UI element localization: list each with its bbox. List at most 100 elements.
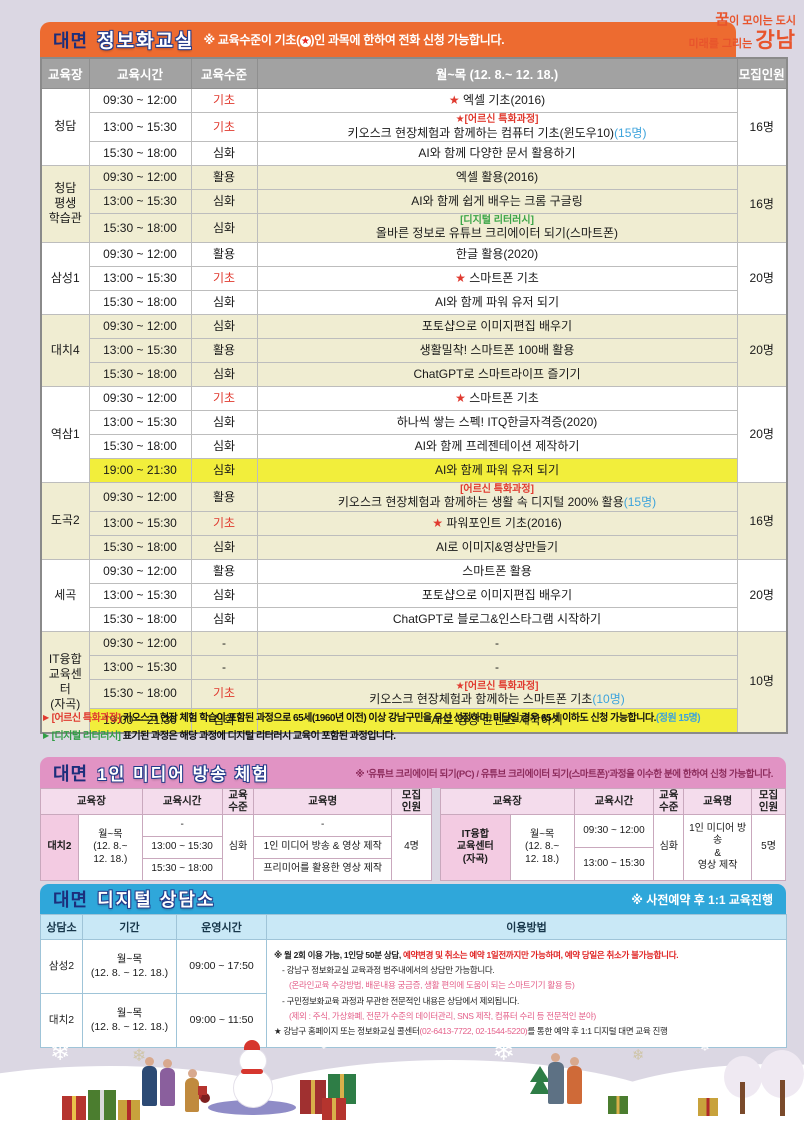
time-cell: 09:30 ~ 12:00 bbox=[88, 630, 192, 656]
person-head bbox=[145, 1057, 154, 1066]
period-cell: 월~목 (12. 8. ~ 12. 18.) bbox=[82, 993, 177, 1048]
level-cell: 심화 bbox=[653, 814, 685, 882]
usage-segment: - 구민정보화교육 과정과 무관한 전문적인 내용은 상담에서 제외됩니다. bbox=[282, 995, 520, 1006]
time-cell: 13:00 ~ 15:30 bbox=[88, 337, 192, 363]
winter-tree-trunk bbox=[780, 1080, 785, 1116]
time-cell: 13:00 ~ 15:30 bbox=[88, 582, 192, 608]
logo-tagline-1: 꿈이 모이는 도시 bbox=[715, 11, 796, 28]
period-cell: 월~목 (12. 8. ~ 12. 18.) bbox=[82, 939, 177, 994]
usage-segment: 를 통한 예약 후 1:1 디지털 대면 교육 진행 bbox=[527, 1026, 668, 1037]
capacity-cell: 20명 bbox=[736, 241, 788, 315]
snowflake-icon: ❄ bbox=[318, 1038, 330, 1052]
basic-star-icon: ★ bbox=[299, 36, 311, 47]
basic-star-icon: ★ bbox=[455, 391, 470, 406]
course-cell: AI와 함께 파워 유저 되기 bbox=[256, 289, 738, 315]
level-cell: 심화 bbox=[190, 361, 258, 387]
usage-line: ★ 강남구 홈페이지 또는 정보화교실 콜센터(02-6413-7722, 02… bbox=[274, 1024, 779, 1039]
schedule-row: 도곡2 09:30 ~ 12:00 활용 [어르신 특화과정] 키오스크 현장체험과 함… bbox=[40, 481, 788, 560]
col-level: 교육 수준 bbox=[653, 787, 685, 816]
section1-tag: 대면 bbox=[53, 30, 89, 51]
level-cell: 활용 bbox=[190, 337, 258, 363]
course-cell: [어르신 특화과정] 키오스크 현장체험과 함께하는 생활 속 디지털 200% … bbox=[256, 481, 738, 512]
snowman-scarf bbox=[241, 1069, 263, 1074]
schedule-row: 13:00 ~ 15:30- - bbox=[41, 654, 787, 680]
person bbox=[142, 1066, 157, 1106]
col-venue: 교육장 bbox=[40, 57, 90, 89]
course-cell: - bbox=[256, 654, 738, 680]
capacity-note: (15명) bbox=[623, 495, 657, 510]
col-capacity: 모집인원 bbox=[736, 57, 788, 89]
usage-segment: 예약변경 및 취소는 예약 1일전까지만 가능하며, 예약 당일은 취소가 불가… bbox=[403, 949, 679, 960]
time-cell: 19:00 ~ 21:30 bbox=[88, 457, 192, 483]
schedule-row: 13:00 ~ 15:30 기초 ★ 스마트폰 기초 bbox=[41, 265, 787, 291]
course-name: ★ 파워포인트 기초(2016) bbox=[432, 515, 562, 530]
capacity-cell: 20명 bbox=[736, 385, 788, 483]
venue-cell: 도곡2 bbox=[40, 481, 90, 560]
schedule-row: 15:30 ~ 18:00 심화 AI와 함께 다양한 문서 활용하기 bbox=[41, 140, 787, 166]
snowflake-icon: ❄ bbox=[632, 1047, 645, 1064]
usage-line: - 강남구 정보화교실 교육과정 범주내에서의 상담만 가능합니다. bbox=[274, 963, 779, 978]
person bbox=[548, 1062, 564, 1104]
gift-box bbox=[198, 1086, 207, 1095]
level-cell: 기초 bbox=[190, 88, 258, 113]
section1-note: ※ 교육수준이 기초(★)인 과목에 한하여 전화 신청 가능합니다. bbox=[203, 33, 505, 47]
course-cell: - bbox=[253, 814, 392, 838]
col-office: 상담소 bbox=[40, 914, 83, 940]
time-cell: 13:00 ~ 15:30 bbox=[573, 847, 655, 882]
basic-star-icon: ★ bbox=[448, 93, 463, 108]
venue-cell: 대치4 bbox=[40, 313, 90, 387]
schedule-row: 19:00 ~ 21:30 심화 AI와 함께 파워 유저 되기 bbox=[41, 457, 787, 483]
course-name: ChatGPT로 블로그&인스타그램 시작하기 bbox=[392, 611, 602, 626]
media-row: 15:30 ~ 18:00 프리미어를 활용한 영상 제작 bbox=[41, 858, 432, 882]
schedule-header-row: 교육장 교육시간 교육수준 월~목 (12. 8.~ 12. 18.) 모집인원 bbox=[40, 57, 788, 89]
gift-box bbox=[62, 1096, 86, 1120]
level-cell: 심화 bbox=[190, 188, 258, 214]
time-cell: 15:30 ~ 18:00 bbox=[88, 534, 192, 560]
level-cell: 기초 bbox=[190, 510, 258, 536]
schedule-row: 15:30 ~ 18:00 심화 AI와 함께 프레젠테이션 제작하기 bbox=[41, 433, 787, 459]
arrow-icon: ▶ bbox=[43, 731, 49, 740]
time-cell: 13:00 ~ 15:30 bbox=[88, 510, 192, 536]
col-venue: 교육장 bbox=[40, 787, 143, 816]
course-cell: AI와 함께 다양한 문서 활용하기 bbox=[256, 140, 738, 166]
course-cell: ChatGPT로 블로그&인스타그램 시작하기 bbox=[256, 606, 738, 632]
course-name: 포토샵으로 이미지편집 배우기 bbox=[421, 587, 573, 602]
snowflake-icon: ❄ bbox=[50, 1039, 71, 1066]
basic-star-icon: ★ bbox=[432, 515, 447, 530]
schedule-row: 13:00 ~ 15:30 심화 포토샵으로 이미지편집 배우기 bbox=[41, 582, 787, 608]
course-name: AI와 함께 파워 유저 되기 bbox=[434, 295, 560, 310]
usage-segment: ※ 월 2회 이용 가능, 1인당 50분 상담, bbox=[274, 949, 404, 960]
snowman-hat bbox=[244, 1040, 260, 1050]
media-table-daechi2: 교육장 교육시간 교육 수준 교육명 모집 인원 대치2 월~목 (12. 8.… bbox=[40, 787, 432, 882]
course-cell: 엑셀 활용(2016) bbox=[256, 164, 738, 190]
course-cell: ChatGPT로 스마트라이프 즐기기 bbox=[256, 361, 738, 387]
person-head bbox=[570, 1057, 579, 1066]
hours-cell: 09:00 ~ 11:50 bbox=[176, 993, 267, 1048]
schedule-row: 삼성1 09:30 ~ 12:00 활용 한글 활용(2020) 20명 bbox=[40, 241, 788, 315]
time-cell: 15:30 ~ 18:00 bbox=[88, 361, 192, 387]
course-name: - bbox=[495, 659, 499, 674]
gift-box bbox=[118, 1100, 140, 1120]
section3-tag: 대면 bbox=[53, 890, 89, 910]
schedule-row: 15:30 ~ 18:00 심화 ChatGPT로 스마트라이프 즐기기 bbox=[41, 361, 787, 387]
course-cell: [디지털 리터러시] 올바른 정보로 유튜브 크리에이터 되기(스마트폰) bbox=[256, 212, 738, 243]
logo-dream-char: 꿈 bbox=[715, 11, 730, 28]
person-head bbox=[163, 1059, 172, 1068]
course-cell: 하나씩 쌓는 스펙! ITQ한글자격증(2020) bbox=[256, 409, 738, 435]
level-cell: 심화 bbox=[190, 457, 258, 483]
level-cell: 활용 bbox=[190, 481, 258, 512]
schedule-row: 19:00 ~ 21:30 심화 AI로 영상 콘텐츠 제작하기 bbox=[41, 707, 787, 734]
capacity-cell: 4명 bbox=[390, 814, 432, 882]
schedule-row: 13:00 ~ 15:30 심화 하나씩 쌓는 스펙! ITQ한글자격증(2020) bbox=[41, 409, 787, 435]
course-name: ★ 엑셀 기초(2016) bbox=[448, 93, 546, 108]
capacity-cell: 10명 bbox=[736, 630, 788, 734]
time-cell: 09:30 ~ 12:00 bbox=[88, 88, 192, 113]
time-cell: 13:00 ~ 15:30 bbox=[88, 409, 192, 435]
course-name: 생활밀착! 스마트폰 100배 활용 bbox=[419, 343, 575, 358]
col-period: 기간 bbox=[82, 914, 177, 940]
col-time: 교육시간 bbox=[141, 787, 223, 816]
level-cell: 심화 bbox=[221, 814, 255, 882]
logo-tagline-2: 미래를 그리는 강남 bbox=[688, 28, 796, 52]
gift-box bbox=[88, 1090, 116, 1120]
